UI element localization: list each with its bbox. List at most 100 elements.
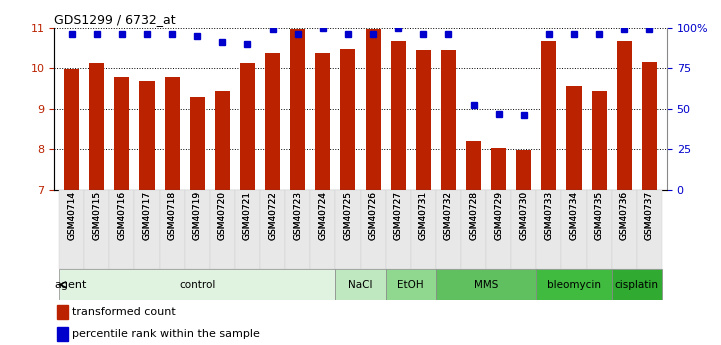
Text: GSM40721: GSM40721 (243, 191, 252, 240)
Bar (265, 53, 280, 190)
Bar (411, 190, 436, 269)
Text: GSM40723: GSM40723 (293, 191, 302, 240)
Bar (240, 63, 255, 190)
Text: GSM40720: GSM40720 (218, 191, 227, 240)
Bar (64, 69, 79, 190)
Bar (335, 190, 360, 269)
Bar (215, 91, 230, 190)
Bar (185, 190, 210, 269)
Text: GSM40727: GSM40727 (394, 191, 402, 240)
Bar (340, 49, 355, 190)
Bar (436, 269, 536, 300)
Text: GSM40719: GSM40719 (193, 191, 202, 240)
Bar (235, 190, 260, 269)
Text: bleomycin: bleomycin (547, 280, 601, 289)
Text: GDS1299 / 6732_at: GDS1299 / 6732_at (54, 13, 176, 27)
Bar (591, 91, 606, 190)
Text: GSM40735: GSM40735 (595, 191, 603, 240)
Bar (57, 327, 68, 342)
Text: GSM40733: GSM40733 (544, 191, 554, 240)
Text: NaCl: NaCl (348, 280, 373, 289)
Bar (466, 141, 481, 190)
Text: GSM40730: GSM40730 (519, 191, 528, 240)
Text: GSM40714: GSM40714 (67, 191, 76, 240)
Text: GSM40724: GSM40724 (319, 191, 327, 240)
Text: GSM40716: GSM40716 (118, 191, 126, 240)
Text: GSM40736: GSM40736 (620, 191, 629, 240)
Bar (516, 150, 531, 190)
Bar (491, 148, 506, 190)
Bar (541, 41, 557, 190)
Text: GSM40737: GSM40737 (645, 191, 654, 240)
Text: MMS: MMS (474, 280, 498, 289)
Bar (59, 190, 84, 269)
Text: GSM40735: GSM40735 (595, 191, 603, 240)
Bar (642, 62, 657, 190)
Bar (59, 269, 335, 300)
Text: GSM40734: GSM40734 (570, 191, 578, 240)
Text: GSM40721: GSM40721 (243, 191, 252, 240)
Text: GSM40722: GSM40722 (268, 191, 277, 240)
Text: EtOH: EtOH (397, 280, 424, 289)
Bar (386, 190, 411, 269)
Bar (285, 190, 310, 269)
Bar (290, 29, 305, 190)
Text: GSM40715: GSM40715 (92, 191, 101, 240)
Text: GSM40727: GSM40727 (394, 191, 402, 240)
Text: GSM40718: GSM40718 (167, 191, 177, 240)
Bar (461, 190, 486, 269)
Bar (567, 86, 582, 190)
Bar (637, 190, 662, 269)
Text: GSM40725: GSM40725 (343, 191, 353, 240)
Text: GSM40719: GSM40719 (193, 191, 202, 240)
Bar (164, 78, 180, 190)
Text: GSM40718: GSM40718 (167, 191, 177, 240)
Text: GSM40736: GSM40736 (620, 191, 629, 240)
Text: GSM40726: GSM40726 (368, 191, 378, 240)
Text: GSM40714: GSM40714 (67, 191, 76, 240)
Bar (110, 190, 134, 269)
Bar (360, 190, 386, 269)
Bar (260, 190, 285, 269)
Bar (366, 29, 381, 190)
Bar (84, 190, 110, 269)
Bar (115, 78, 130, 190)
Text: GSM40729: GSM40729 (494, 191, 503, 240)
Bar (616, 41, 632, 190)
Text: GSM40731: GSM40731 (419, 191, 428, 240)
Text: GSM40725: GSM40725 (343, 191, 353, 240)
Text: GSM40724: GSM40724 (319, 191, 327, 240)
Bar (386, 269, 436, 300)
Bar (310, 190, 335, 269)
Text: transformed count: transformed count (72, 307, 176, 317)
Text: GSM40733: GSM40733 (544, 191, 554, 240)
Text: cisplatin: cisplatin (615, 280, 659, 289)
Bar (436, 190, 461, 269)
Bar (210, 190, 235, 269)
Bar (441, 50, 456, 190)
Text: GSM40720: GSM40720 (218, 191, 227, 240)
Bar (335, 269, 386, 300)
Bar (139, 81, 154, 190)
Text: GSM40731: GSM40731 (419, 191, 428, 240)
Bar (391, 41, 406, 190)
Text: percentile rank within the sample: percentile rank within the sample (72, 329, 260, 339)
Text: GSM40730: GSM40730 (519, 191, 528, 240)
Bar (511, 190, 536, 269)
Bar (536, 190, 562, 269)
Text: GSM40715: GSM40715 (92, 191, 101, 240)
Bar (562, 190, 587, 269)
Text: GSM40737: GSM40737 (645, 191, 654, 240)
Bar (587, 190, 611, 269)
Text: agent: agent (55, 280, 87, 289)
Bar (416, 50, 431, 190)
Bar (611, 269, 662, 300)
Text: GSM40734: GSM40734 (570, 191, 578, 240)
Text: GSM40722: GSM40722 (268, 191, 277, 240)
Bar (536, 269, 611, 300)
Text: GSM40717: GSM40717 (143, 191, 151, 240)
Text: GSM40726: GSM40726 (368, 191, 378, 240)
Bar (89, 63, 105, 190)
Bar (57, 305, 68, 319)
Text: GSM40723: GSM40723 (293, 191, 302, 240)
